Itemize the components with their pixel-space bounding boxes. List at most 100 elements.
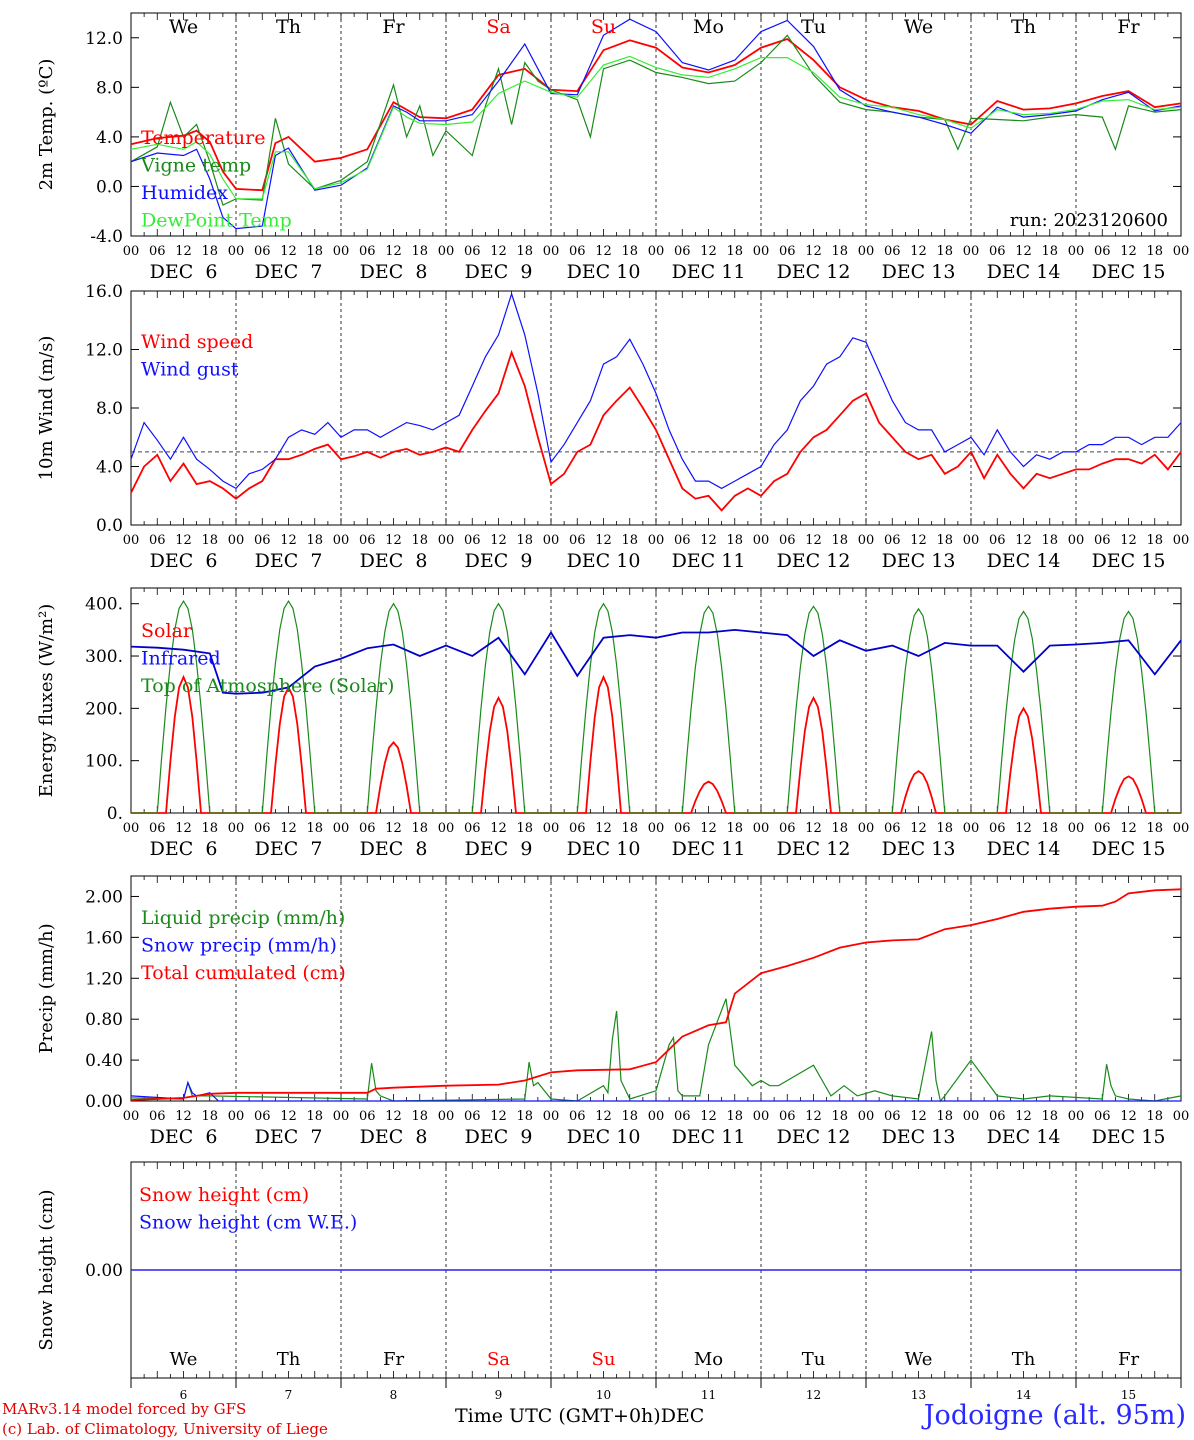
date-label: DEC 6 — [150, 838, 218, 860]
hour-tick-label: 06 — [149, 533, 166, 548]
hour-tick-label: 12 — [280, 244, 297, 259]
date-label: DEC 13 — [882, 550, 956, 572]
y-tick-label: 12.0 — [85, 29, 123, 49]
hour-tick-label: 06 — [464, 533, 481, 548]
lab-credit: (c) Lab. of Climatology, University of L… — [2, 1420, 328, 1438]
time-axis-caption: Time UTC (GMT+0h)DEC — [455, 1405, 704, 1427]
hour-tick-label: 18 — [201, 533, 218, 548]
hour-tick-label: 00 — [753, 244, 770, 259]
day-number: 9 — [495, 1388, 503, 1402]
date-label: DEC 11 — [672, 838, 746, 860]
month-label: DEC — [660, 1405, 705, 1427]
hour-tick-label: 12 — [595, 821, 612, 836]
hour-tick-label: 18 — [306, 244, 323, 259]
hour-tick-label: 06 — [674, 533, 691, 548]
legend-entry: Wind gust — [141, 359, 239, 381]
hour-tick-label: 00 — [438, 821, 455, 836]
date-label: DEC 7 — [255, 838, 323, 860]
day-number: 13 — [911, 1388, 926, 1402]
hour-tick-label: 00 — [858, 1109, 875, 1124]
hour-tick-label: 06 — [884, 244, 901, 259]
hour-tick-label: 06 — [569, 1109, 586, 1124]
hour-tick-label: 18 — [621, 244, 638, 259]
plot-frame-temperature — [130, 12, 1182, 237]
hour-tick-label: 18 — [411, 533, 428, 548]
y-tick-label: 0.0 — [96, 516, 123, 536]
y-tick-label: 8.0 — [96, 78, 123, 98]
date-label: DEC 6 — [150, 261, 218, 283]
date-label: DEC 6 — [150, 1126, 218, 1148]
legend-entry: Humidex — [141, 182, 228, 204]
hour-tick-label: 18 — [306, 821, 323, 836]
y-tick-label: 0.00 — [85, 1261, 123, 1281]
run-annotation: run: 2023120600 — [1010, 210, 1168, 231]
hour-tick-label: 18 — [1041, 244, 1058, 259]
hour-tick-label: 18 — [831, 244, 848, 259]
hour-tick-label: 18 — [831, 1109, 848, 1124]
hour-tick-label: 12 — [280, 821, 297, 836]
hour-tick-label: 06 — [989, 244, 1006, 259]
y-tick-label: 8.0 — [96, 399, 123, 419]
hour-tick-label: 00 — [648, 1109, 665, 1124]
hour-tick-label: 06 — [884, 533, 901, 548]
date-label: DEC 8 — [360, 838, 428, 860]
weekday-label-top: We — [904, 16, 933, 38]
y-tick-label: 0.00 — [85, 1092, 123, 1112]
hour-tick-label: 18 — [201, 821, 218, 836]
hour-tick-label: 18 — [516, 821, 533, 836]
hour-tick-label: 00 — [543, 821, 560, 836]
hour-tick-label: 06 — [149, 1109, 166, 1124]
hour-tick-label: 12 — [595, 1109, 612, 1124]
hour-tick-label: 18 — [936, 821, 953, 836]
date-label: DEC 15 — [1092, 1126, 1166, 1148]
hour-tick-label: 00 — [228, 244, 245, 259]
hour-tick-label: 12 — [175, 1109, 192, 1124]
hour-tick-label: 12 — [700, 244, 717, 259]
hour-tick-label: 00 — [1068, 1109, 1085, 1124]
legend-entry: DewPoint Temp — [141, 210, 292, 232]
day-number: 7 — [285, 1388, 293, 1402]
hour-tick-label: 00 — [123, 1109, 140, 1124]
y-tick-label: 100. — [85, 752, 123, 772]
date-label: DEC 10 — [567, 550, 641, 572]
weekday-label-top: Sa — [486, 16, 510, 38]
hour-tick-label: 06 — [1094, 821, 1111, 836]
y-axis-title: Snow height (cm) — [36, 1189, 57, 1350]
legend-entry: Wind speed — [141, 331, 253, 353]
hour-tick-label: 18 — [1146, 244, 1163, 259]
hour-tick-label: 18 — [411, 244, 428, 259]
hour-tick-label: 06 — [464, 244, 481, 259]
date-label: DEC 14 — [987, 1126, 1061, 1148]
y-tick-label: 4.0 — [96, 128, 123, 148]
hour-tick-label: 18 — [1041, 821, 1058, 836]
weekday-label-top: Tu — [801, 16, 826, 38]
hour-tick-label: 18 — [516, 244, 533, 259]
date-label: DEC 6 — [150, 550, 218, 572]
date-label: DEC 14 — [987, 550, 1061, 572]
legend-entry: Top of Atmosphere (Solar) — [141, 675, 394, 697]
hour-tick-label: 12 — [595, 533, 612, 548]
hour-tick-label: 18 — [936, 1109, 953, 1124]
weekday-label-top: Fr — [1117, 16, 1140, 38]
hour-tick-label: 18 — [621, 1109, 638, 1124]
legend-entry: Snow height (cm) — [139, 1184, 309, 1206]
hour-tick-label: 06 — [989, 821, 1006, 836]
hour-tick-label: 06 — [884, 821, 901, 836]
hour-tick-label: 00 — [123, 821, 140, 836]
hour-tick-label: 00 — [123, 244, 140, 259]
hour-tick-label: 00 — [543, 533, 560, 548]
hour-tick-label: 18 — [1146, 821, 1163, 836]
hour-tick-label: 00 — [963, 1109, 980, 1124]
hour-tick-label: 12 — [1015, 244, 1032, 259]
y-tick-label: 200. — [85, 699, 123, 719]
hour-tick-label: 06 — [464, 1109, 481, 1124]
date-label: DEC 8 — [360, 550, 428, 572]
series-line-precip-0 — [130, 998, 1182, 1103]
hour-tick-label: 12 — [490, 533, 507, 548]
hour-tick-label: 12 — [490, 1109, 507, 1124]
hour-tick-label: 00 — [228, 821, 245, 836]
y-tick-label: 300. — [85, 647, 123, 667]
hour-tick-label: 00 — [963, 244, 980, 259]
hour-tick-label: 06 — [884, 1109, 901, 1124]
